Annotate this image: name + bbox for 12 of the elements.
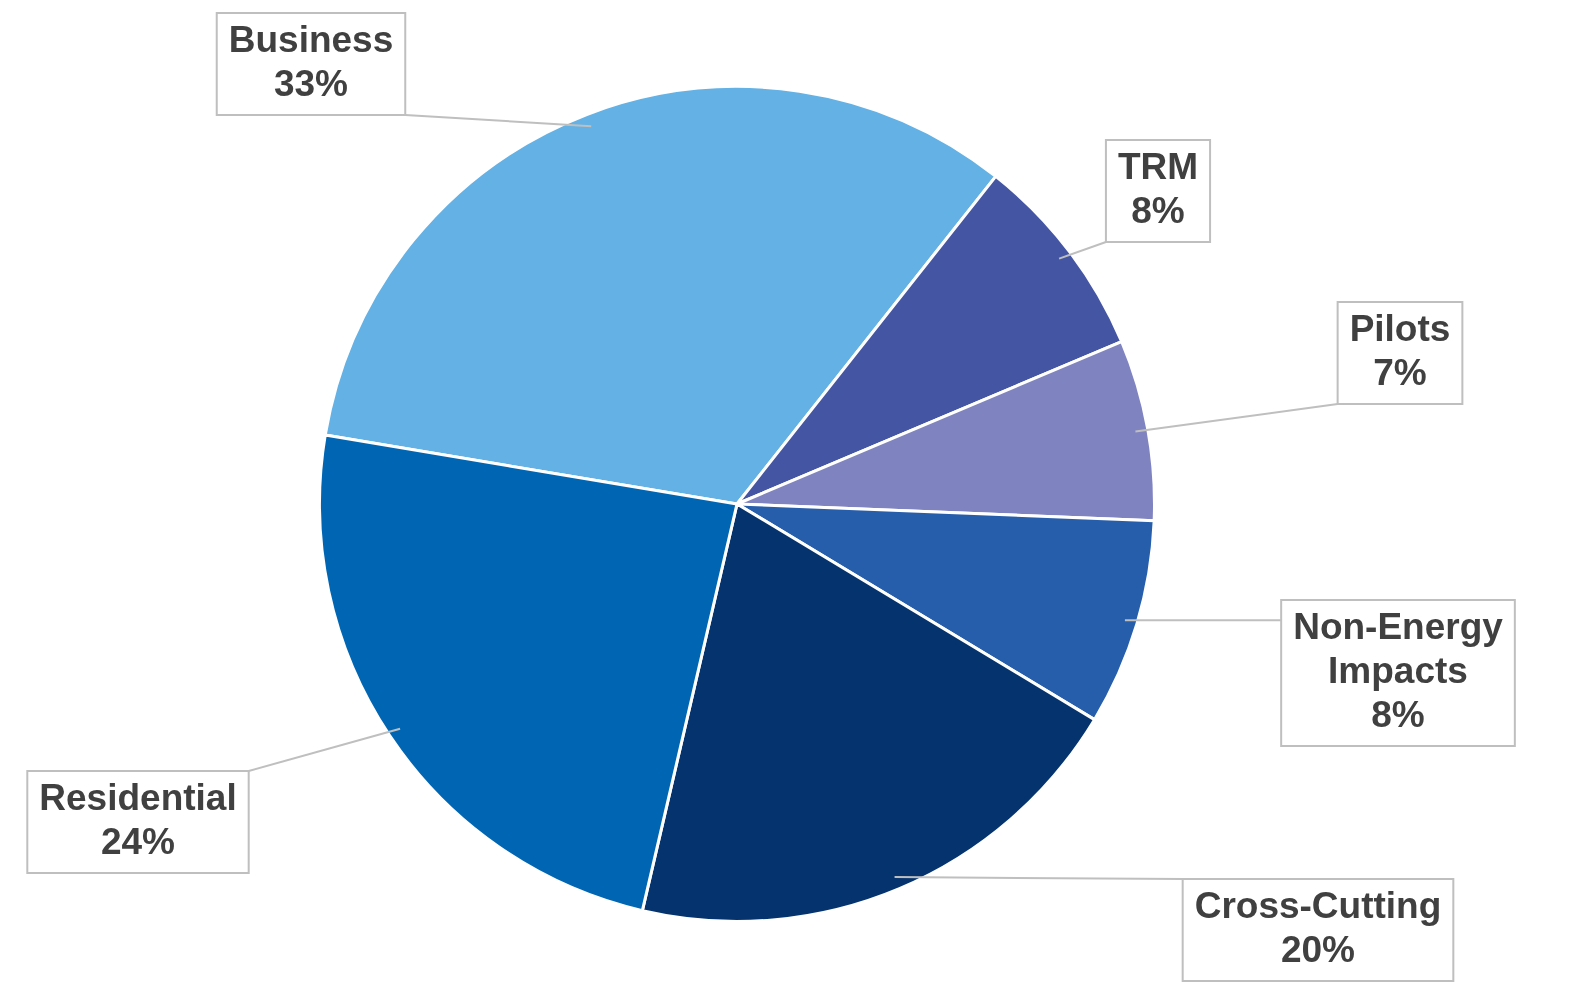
data-label: 20% [1280, 929, 1356, 971]
data-label: 24% [100, 821, 176, 863]
slice-label: Pilots [1349, 308, 1451, 350]
slice-label: Business [228, 19, 394, 61]
slice-label: Non-Energy Impacts [1293, 606, 1504, 692]
data-label: 7% [1373, 352, 1427, 394]
slice-label: Cross-Cutting [1194, 885, 1442, 927]
data-label: 8% [1371, 694, 1425, 736]
data-label: 33% [273, 63, 349, 105]
slice-label: Residential [39, 777, 237, 819]
slice-label: TRM [1117, 146, 1199, 188]
data-label: 8% [1131, 190, 1185, 232]
